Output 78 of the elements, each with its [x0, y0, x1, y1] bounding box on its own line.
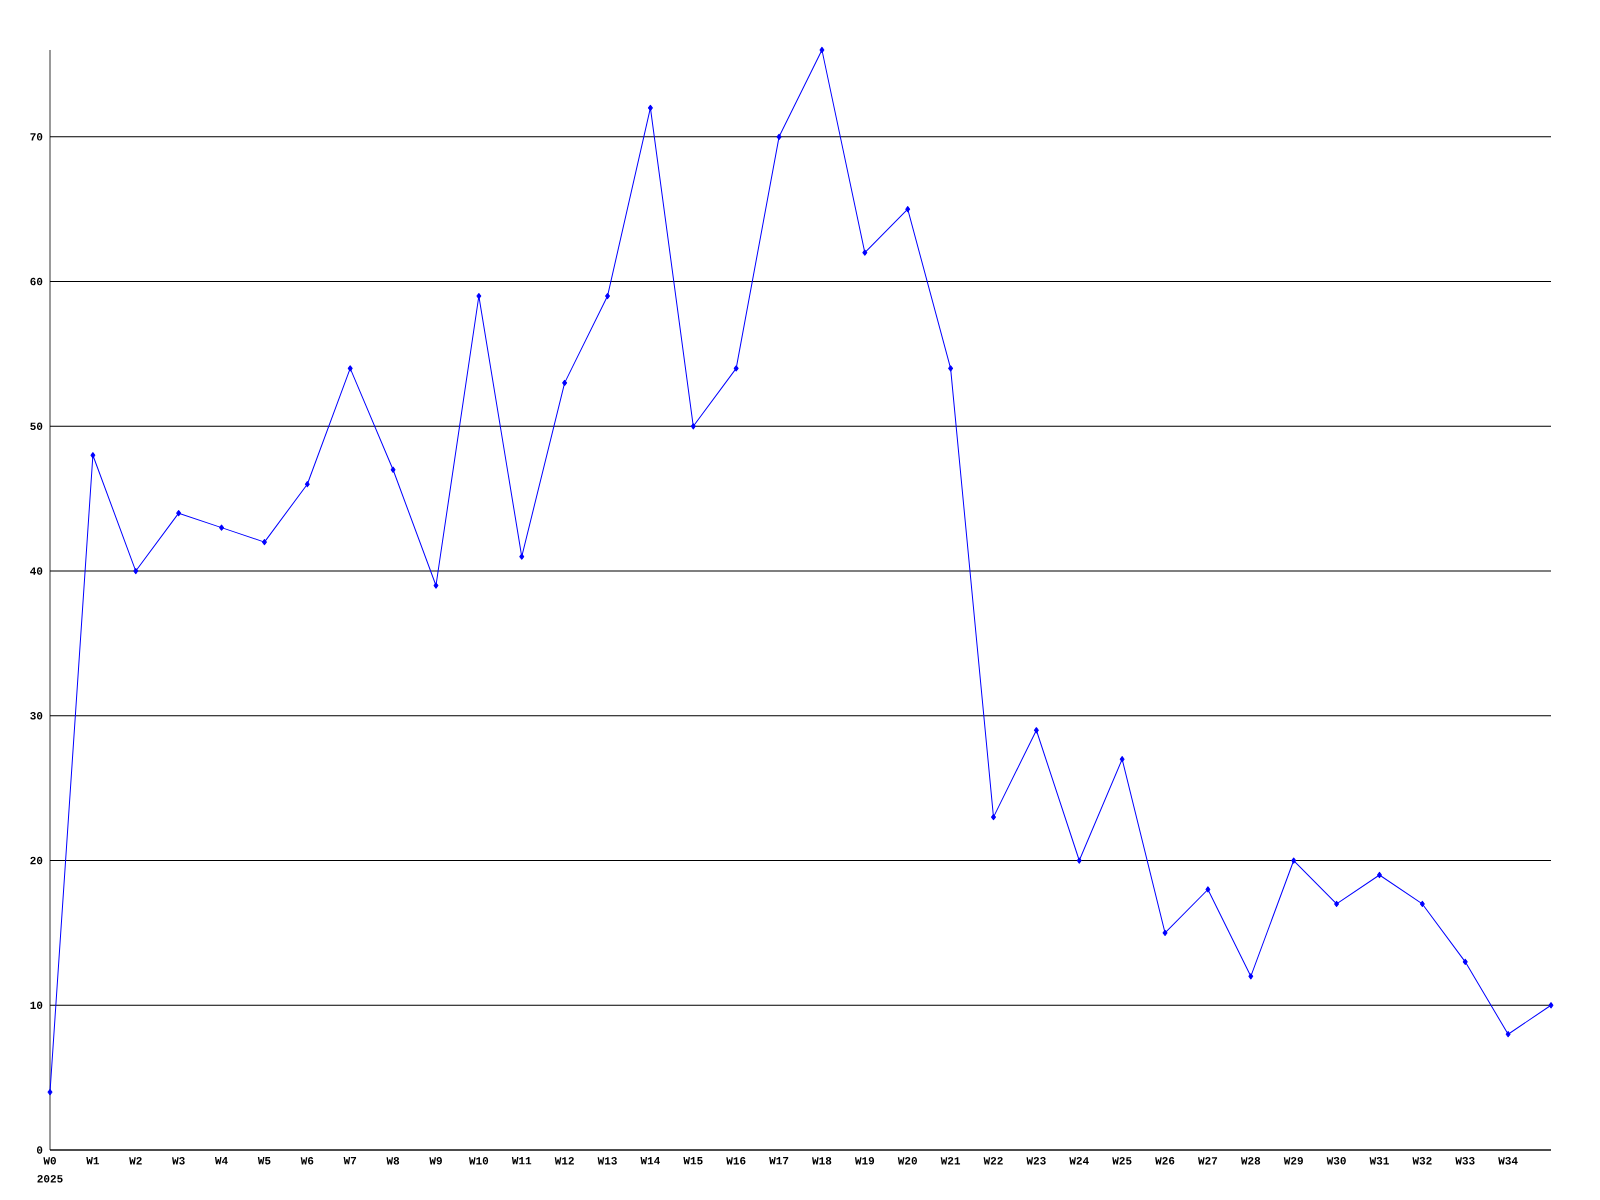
y-tick-label: 30 — [30, 712, 43, 720]
y-tick-label: 50 — [30, 422, 43, 431]
point — [1162, 929, 1168, 936]
x-tick-label: W12 — [554, 1157, 574, 1165]
x-tick-label: W7 — [343, 1157, 357, 1165]
x-tick-label: W26 — [1155, 1157, 1175, 1165]
x-tick-label: W30 — [1326, 1157, 1346, 1165]
point — [562, 379, 568, 386]
point — [1119, 756, 1125, 763]
point — [219, 524, 224, 531]
x-tick-label: W20 — [897, 1157, 917, 1165]
point — [1462, 958, 1468, 965]
point — [390, 466, 396, 473]
point — [862, 249, 868, 256]
point — [1248, 973, 1254, 980]
x-tick-label: W24 — [1069, 1157, 1089, 1165]
point — [1419, 900, 1425, 908]
x-tick-label: W4 — [214, 1157, 228, 1165]
point — [1076, 857, 1082, 864]
point — [476, 292, 482, 300]
point — [519, 553, 525, 560]
point — [647, 104, 653, 111]
point — [1548, 1002, 1554, 1009]
x-tick-label: W18 — [812, 1157, 832, 1165]
y-tick-label: 40 — [30, 567, 43, 575]
point — [776, 133, 782, 140]
point — [991, 814, 996, 821]
point — [1033, 727, 1039, 734]
x-tick-label: W29 — [1283, 1157, 1303, 1165]
point — [261, 539, 267, 546]
x-tick-label: W17 — [769, 1157, 789, 1165]
y-tick-label: 10 — [30, 1001, 43, 1009]
x-tick-label: W9 — [429, 1157, 442, 1165]
x-tick-label: W31 — [1369, 1157, 1389, 1165]
x-tick-label: W28 — [1240, 1157, 1261, 1165]
point — [47, 1089, 53, 1096]
point — [1505, 1031, 1511, 1038]
y-tick-label: 0 — [36, 1146, 43, 1154]
x-tick-label: W6 — [300, 1157, 314, 1165]
point — [733, 365, 739, 372]
x-tick-label: W23 — [1026, 1157, 1046, 1165]
text: 2025 — [37, 1175, 63, 1183]
point — [1205, 886, 1211, 893]
y-tick-label: 70 — [30, 133, 43, 141]
x-tick-label: W16 — [726, 1157, 746, 1165]
point — [176, 510, 182, 517]
point — [347, 365, 353, 372]
point — [90, 452, 96, 459]
point — [1291, 857, 1297, 864]
point — [819, 46, 825, 54]
point — [1334, 900, 1340, 908]
x-tick-label: W33 — [1455, 1157, 1475, 1165]
x-tick-label: W5 — [257, 1157, 271, 1165]
x-tick-label: W10 — [468, 1157, 489, 1165]
x-tick-label: W21 — [940, 1157, 961, 1165]
point — [948, 365, 954, 372]
point — [690, 423, 696, 430]
x-tick-label: W1 — [86, 1157, 100, 1165]
x-tick-label: W19 — [854, 1157, 875, 1165]
x-tick-label: W32 — [1412, 1157, 1432, 1165]
x-tick-label: W15 — [683, 1157, 703, 1165]
point — [433, 582, 439, 589]
y-tick-label: 20 — [30, 856, 43, 865]
x-tick-label: W11 — [511, 1157, 532, 1165]
point — [133, 567, 139, 575]
x-tick-label: W0 — [43, 1157, 56, 1165]
y-tick-label: 60 — [30, 277, 43, 286]
x-tick-label: W25 — [1112, 1157, 1132, 1165]
x-tick-label: W14 — [640, 1157, 660, 1165]
x-tick-label: W22 — [983, 1157, 1003, 1165]
x-tick-label: W3 — [172, 1157, 185, 1165]
x-tick-label: W2 — [129, 1157, 142, 1165]
x-tick-label: W8 — [386, 1157, 400, 1165]
point — [905, 206, 911, 213]
x-tick-label: W34 — [1498, 1157, 1518, 1165]
x-tick-label: W27 — [1198, 1157, 1218, 1165]
x-tick-label: W13 — [597, 1157, 617, 1165]
point — [304, 481, 310, 488]
